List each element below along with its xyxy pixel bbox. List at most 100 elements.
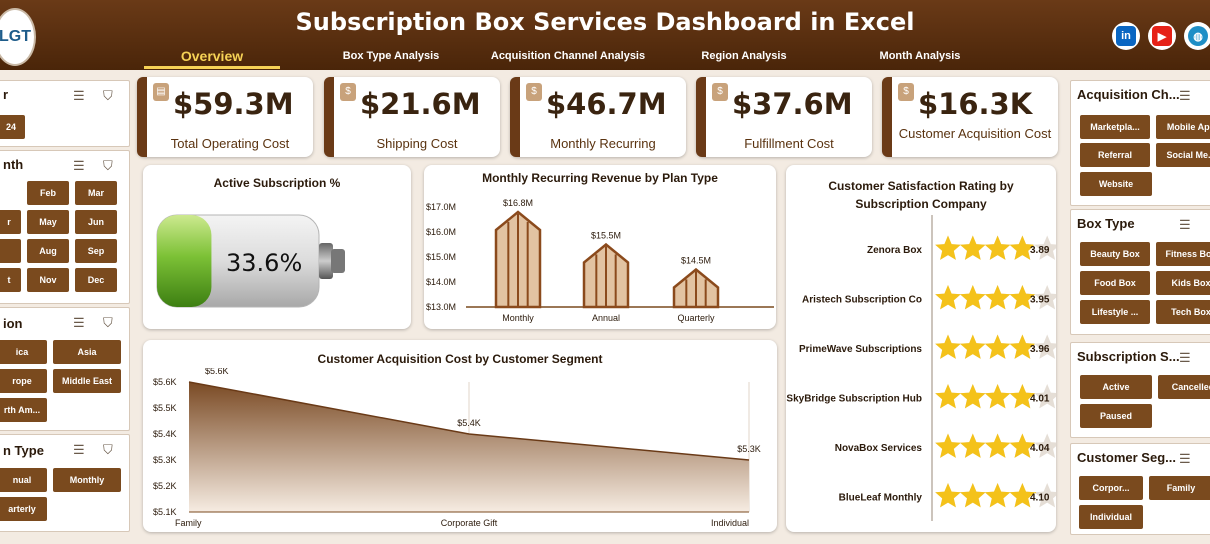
star-filled — [935, 483, 961, 508]
multi-select-icon[interactable]: ☰ — [1179, 217, 1191, 232]
tab-region-analysis[interactable]: Region Analysis — [701, 50, 787, 62]
youtube-icon: ▶ — [1152, 26, 1172, 46]
clear-filter-icon[interactable]: ⛉ — [103, 158, 113, 173]
tab-acquisition-channel-analysis[interactable]: Acquisition Channel Analysis — [490, 50, 646, 62]
clear-filter-icon[interactable]: ⛉ — [103, 442, 113, 457]
star-filled — [935, 285, 961, 310]
slicer-item[interactable]: rope — [0, 369, 47, 393]
slicer-item[interactable]: Paused — [1080, 404, 1152, 428]
x-tick-label: Quarterly — [677, 313, 715, 323]
slicer-item[interactable]: nual — [0, 468, 47, 492]
slicer-header: Subscription S... — [1077, 349, 1180, 364]
multi-select-icon[interactable]: ☰ — [73, 88, 85, 103]
active-subscription-value: 33.6% — [226, 249, 303, 277]
star-filled — [935, 384, 961, 409]
tab-month-analysis[interactable]: Month Analysis — [879, 50, 961, 62]
slicer-item[interactable]: Marketpla... — [1080, 115, 1150, 139]
slicer-item[interactable]: Website — [1080, 172, 1152, 196]
multi-select-icon[interactable]: ☰ — [1179, 88, 1191, 103]
slicer-item[interactable] — [0, 239, 21, 263]
slicer-item[interactable]: Social Me... — [1156, 143, 1210, 167]
slicer-item[interactable]: Feb — [27, 181, 69, 205]
battery-fill — [157, 215, 212, 307]
slicer-region: ion ☰ ⛉ ica Asia rope Middle East rth Am… — [0, 307, 130, 431]
slicer-item[interactable]: Mobile App — [1156, 115, 1210, 139]
star-empty — [1034, 285, 1056, 310]
kpi-fulfillment-cost: $ $37.6M Fulfillment Cost — [696, 77, 872, 157]
star-filled — [984, 433, 1011, 458]
multi-select-icon[interactable]: ☰ — [1179, 350, 1191, 365]
company-label: NovaBox Services — [835, 443, 923, 454]
y-tick-label: $5.2K — [153, 481, 177, 491]
kpi-value: $46.7M — [546, 87, 667, 121]
kpi-accent — [696, 77, 706, 157]
slicer-item[interactable]: Family — [1149, 476, 1210, 500]
slicer-item[interactable]: Corpor... — [1079, 476, 1143, 500]
slicer-item[interactable]: ica — [0, 340, 47, 364]
multi-select-icon[interactable]: ☰ — [73, 315, 85, 330]
slicer-item[interactable]: Beauty Box — [1080, 242, 1150, 266]
rating-label: 4.10 — [1030, 493, 1050, 504]
slicer-month: nth ☰ ⛉ Feb Mar r May Jun Aug Sep t Nov … — [0, 150, 130, 304]
chart-title: Monthly Recurring Revenue by Plan Type — [482, 171, 718, 185]
star-filled — [1009, 285, 1035, 310]
slicer-item[interactable]: Monthly — [53, 468, 121, 492]
slicer-item[interactable]: Sep — [75, 239, 117, 263]
linkedin-button[interactable]: in — [1112, 22, 1140, 50]
slicer-item[interactable]: Nov — [27, 268, 69, 292]
tab-overview[interactable]: Overview — [180, 48, 244, 64]
slicer-item[interactable]: Tech Box — [1156, 300, 1210, 324]
slicer-item[interactable]: rth Am... — [0, 398, 47, 422]
slicer-item[interactable]: Food Box — [1080, 271, 1150, 295]
slicer-item[interactable]: Dec — [75, 268, 117, 292]
slicer-item[interactable]: Aug — [27, 239, 69, 263]
x-tick-label: Annual — [592, 313, 620, 323]
slicer-item[interactable]: Lifestyle ... — [1080, 300, 1150, 324]
star-filled — [960, 334, 986, 359]
slicer-item[interactable]: Mar — [75, 181, 117, 205]
slicer-header: Acquisition Ch... — [1077, 87, 1180, 102]
x-tick-label: Corporate Gift — [441, 518, 498, 528]
youtube-button[interactable]: ▶ — [1148, 22, 1176, 50]
slicer-header: n Type — [3, 443, 44, 458]
slicer-item[interactable]: Cancelled — [1158, 375, 1210, 399]
slicer-item[interactable]: Individual — [1079, 505, 1143, 529]
kpi-value: $37.6M — [732, 87, 853, 121]
multi-select-icon[interactable]: ☰ — [73, 158, 85, 173]
slicer-item[interactable]: r — [0, 210, 21, 234]
slicer-item[interactable]: Kids Box — [1156, 271, 1210, 295]
slicer-item[interactable]: May — [27, 210, 69, 234]
rating-label: 3.89 — [1030, 245, 1050, 256]
multi-select-icon[interactable]: ☰ — [73, 442, 85, 457]
slicer-item[interactable]: Fitness Box — [1156, 242, 1210, 266]
slicer-plan-type: n Type ☰ ⛉ nual Monthly arterly — [0, 434, 130, 532]
area-line — [188, 381, 750, 461]
star-filled — [960, 483, 986, 508]
slicer-item[interactable]: Middle East — [53, 369, 121, 393]
tab-box-type-analysis[interactable]: Box Type Analysis — [342, 50, 440, 62]
star-filled — [984, 483, 1011, 508]
star-filled — [960, 384, 986, 409]
slicer-item[interactable]: Jun — [75, 210, 117, 234]
x-tick-label: Individual — [711, 518, 749, 528]
y-tick-label: $13.0M — [426, 302, 456, 312]
clear-filter-icon[interactable]: ⛉ — [103, 88, 113, 103]
globe-icon: ◍ — [1188, 26, 1208, 46]
star-filled — [984, 285, 1011, 310]
star-filled — [1009, 483, 1036, 508]
website-button[interactable]: ◍ — [1184, 22, 1210, 50]
slicer-item[interactable]: Referral — [1080, 143, 1150, 167]
mrr-chart: $17.0M $16.0M $15.0M $14.0M $13.0M $16.8M Mont… — [426, 198, 774, 323]
slicer-item[interactable]: Asia — [53, 340, 121, 364]
slicer-item[interactable]: 24 — [0, 115, 25, 139]
multi-select-icon[interactable]: ☰ — [1179, 451, 1191, 466]
dollar-icon: $ — [526, 83, 542, 101]
money-bag-icon: $ — [898, 83, 914, 101]
slicer-item[interactable]: arterly — [0, 497, 47, 521]
slicer-item[interactable]: Active — [1080, 375, 1152, 399]
slicer-item[interactable]: t — [0, 268, 21, 292]
kpi-accent — [882, 77, 892, 157]
kpi-value: $21.6M — [360, 87, 481, 121]
clear-filter-icon[interactable]: ⛉ — [103, 315, 113, 330]
company-label: PrimeWave Subscriptions — [799, 344, 922, 355]
